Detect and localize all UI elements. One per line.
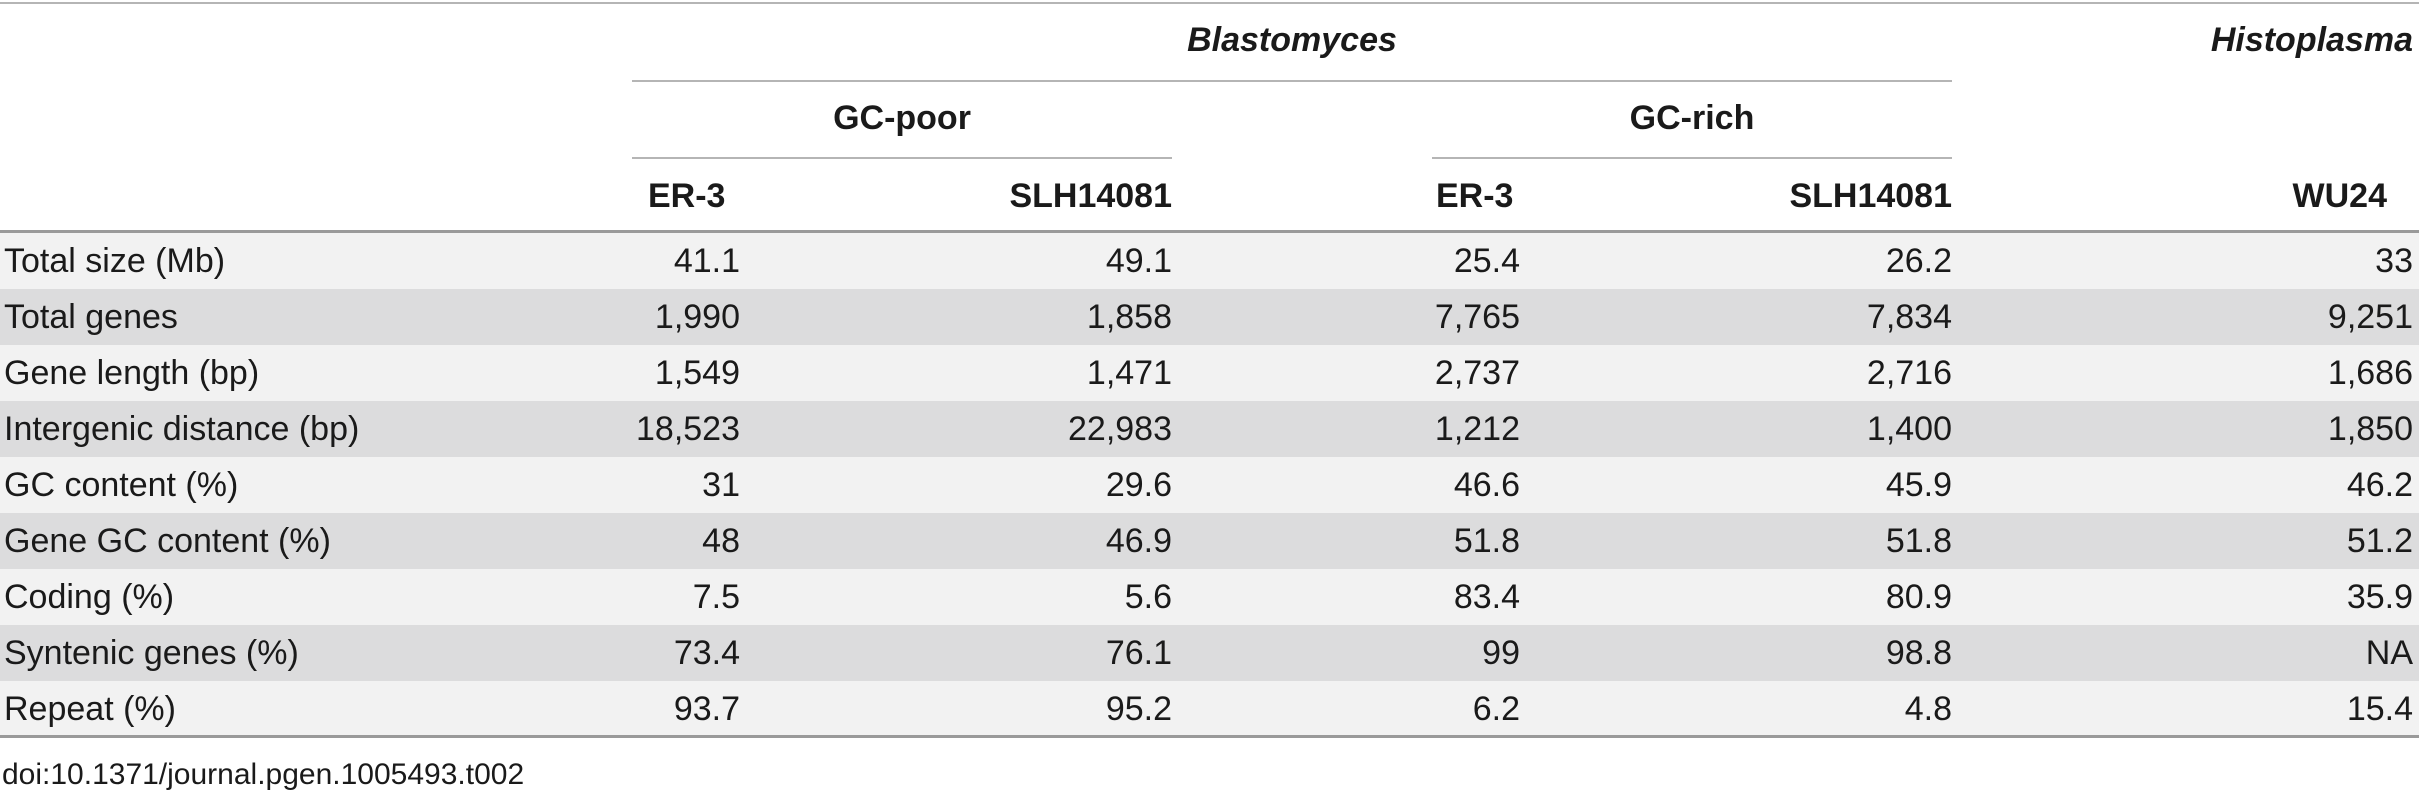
table-row: GC content (%) 31 29.6 46.6 45.9 46.2 bbox=[0, 457, 2419, 513]
top-rule bbox=[0, 2, 2419, 4]
table-cell: 46.6 bbox=[1453, 466, 1520, 504]
row-label: Repeat (%) bbox=[4, 690, 176, 728]
table-cell: 31 bbox=[702, 466, 740, 504]
table-cell: 1,686 bbox=[2327, 354, 2413, 392]
table-cell: 18,523 bbox=[636, 410, 740, 448]
table-cell: 7,834 bbox=[1866, 298, 1952, 336]
table-row: Intergenic distance (bp) 18,523 22,983 1,21… bbox=[0, 401, 2419, 457]
table-row: Coding (%) 7.5 5.6 83.4 80.9 35.9 bbox=[0, 569, 2419, 625]
table-cell: 7,765 bbox=[1434, 298, 1520, 336]
table-cell: 2,716 bbox=[1866, 354, 1952, 392]
column-header: WU24 bbox=[2292, 177, 2387, 215]
table-cell: 15.4 bbox=[2346, 690, 2413, 728]
table-cell: 80.9 bbox=[1885, 578, 1952, 616]
table-cell: 95.2 bbox=[1105, 690, 1172, 728]
table-cell: 1,549 bbox=[654, 354, 740, 392]
table-row: Gene GC content (%) 48 46.9 51.8 51.8 51.2 bbox=[0, 513, 2419, 569]
table-cell: 76.1 bbox=[1105, 634, 1172, 672]
table-row: Total size (Mb) 41.1 49.1 25.4 26.2 33 bbox=[0, 233, 2419, 289]
header-blastomyces: Blastomyces bbox=[1187, 21, 1397, 59]
column-header: ER-3 bbox=[648, 177, 726, 215]
table-cell: 25.4 bbox=[1453, 242, 1520, 280]
gc-rich-rule bbox=[1432, 157, 1952, 159]
blastomyces-rule bbox=[632, 80, 1952, 82]
table-cell: 7.5 bbox=[692, 578, 740, 616]
table-cell: 48 bbox=[702, 522, 740, 560]
table-cell: NA bbox=[2365, 634, 2413, 672]
header-gc-poor: GC-poor bbox=[833, 99, 971, 137]
table-cell: 6.2 bbox=[1472, 690, 1520, 728]
header-gc-rich: GC-rich bbox=[1629, 99, 1755, 137]
table-cell: 73.4 bbox=[673, 634, 740, 672]
doi-caption: doi:10.1371/journal.pgen.1005493.t002 bbox=[2, 758, 525, 791]
table-row: Syntenic genes (%) 73.4 76.1 99 98.8 NA bbox=[0, 625, 2419, 681]
column-header: SLH14081 bbox=[1009, 177, 1172, 215]
table-cell: 4.8 bbox=[1904, 690, 1952, 728]
table-cell: 51.2 bbox=[2346, 522, 2413, 560]
row-label: GC content (%) bbox=[4, 466, 239, 504]
table-cell: 33 bbox=[2375, 242, 2413, 280]
table-row: Gene length (bp) 1,549 1,471 2,737 2,716 1,68… bbox=[0, 345, 2419, 401]
table-cell: 83.4 bbox=[1453, 578, 1520, 616]
table-cell: 46.9 bbox=[1105, 522, 1172, 560]
table-cell: 51.8 bbox=[1885, 522, 1952, 560]
table-cell: 51.8 bbox=[1453, 522, 1520, 560]
row-label: Syntenic genes (%) bbox=[4, 634, 299, 672]
table-cell: 5.6 bbox=[1124, 578, 1172, 616]
header-bottom-rule bbox=[0, 230, 2419, 233]
column-header: SLH14081 bbox=[1789, 177, 1952, 215]
table-cell: 93.7 bbox=[673, 690, 740, 728]
column-header: ER-3 bbox=[1436, 177, 1514, 215]
row-label: Total size (Mb) bbox=[4, 242, 226, 280]
row-label: Gene GC content (%) bbox=[4, 522, 331, 560]
row-label: Intergenic distance (bp) bbox=[4, 410, 360, 448]
row-label: Gene length (bp) bbox=[4, 354, 260, 392]
table-cell: 29.6 bbox=[1105, 466, 1172, 504]
table-row: Total genes 1,990 1,858 7,765 7,834 9,251 bbox=[0, 289, 2419, 345]
table-cell: 46.2 bbox=[2346, 466, 2413, 504]
table-cell: 1,400 bbox=[1866, 410, 1952, 448]
table-cell: 9,251 bbox=[2327, 298, 2413, 336]
header-histoplasma: Histoplasma bbox=[2210, 21, 2413, 59]
table-cell: 99 bbox=[1482, 634, 1520, 672]
table-row: Repeat (%) 93.7 95.2 6.2 4.8 15.4 bbox=[0, 681, 2419, 737]
table-cell: 45.9 bbox=[1885, 466, 1952, 504]
row-label: Total genes bbox=[4, 298, 178, 336]
table-cell: 98.8 bbox=[1885, 634, 1952, 672]
table-cell: 1,990 bbox=[654, 298, 740, 336]
table-cell: 26.2 bbox=[1885, 242, 1952, 280]
table-cell: 49.1 bbox=[1105, 242, 1172, 280]
table-cell: 41.1 bbox=[673, 242, 740, 280]
row-label: Coding (%) bbox=[4, 578, 175, 616]
table-cell: 35.9 bbox=[2346, 578, 2413, 616]
table-cell: 1,850 bbox=[2327, 410, 2413, 448]
table-cell: 22,983 bbox=[1068, 410, 1172, 448]
gc-poor-rule bbox=[632, 157, 1172, 159]
bottom-rule bbox=[0, 735, 2419, 738]
table-cell: 1,858 bbox=[1086, 298, 1172, 336]
table-cell: 2,737 bbox=[1434, 354, 1520, 392]
table-cell: 1,471 bbox=[1086, 354, 1172, 392]
table-cell: 1,212 bbox=[1434, 410, 1520, 448]
